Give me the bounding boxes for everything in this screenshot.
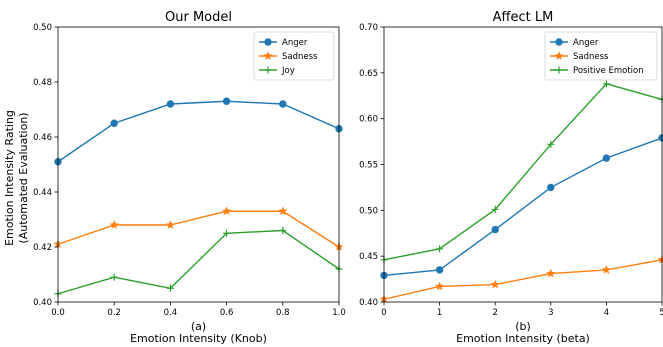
data-point-anger bbox=[602, 154, 611, 162]
series-sadness bbox=[379, 254, 663, 304]
data-point-sadness bbox=[221, 206, 232, 216]
data-point-sadness bbox=[490, 279, 500, 289]
series-sadness bbox=[53, 206, 344, 251]
data-point-sadness bbox=[109, 220, 119, 229]
legend-label-positive-emotion: Positive Emotion bbox=[573, 66, 644, 76]
series-anger bbox=[380, 134, 663, 280]
data-point-joy bbox=[279, 227, 287, 234]
data-point-anger bbox=[166, 100, 175, 108]
series-line-positive-emotion bbox=[383, 83, 663, 261]
data-point-anger bbox=[491, 225, 499, 234]
x-tick-label: 0.4 bbox=[164, 308, 178, 318]
y-tick-label: 0.44 bbox=[33, 188, 52, 198]
legend-box bbox=[253, 31, 335, 81]
x-tick-label: 3 bbox=[548, 308, 553, 318]
x-tick-label: 2 bbox=[492, 308, 497, 318]
subcaption: (b) bbox=[515, 320, 531, 333]
x-tick-label: 0 bbox=[381, 308, 386, 318]
y-tick-label: 0.55 bbox=[359, 161, 378, 171]
shared-ylabel-line1: Emotion Intensity Rating bbox=[3, 110, 16, 246]
data-point-joy bbox=[166, 284, 174, 292]
data-point-positive-emotion bbox=[491, 205, 499, 213]
chart-title: Affect LM bbox=[493, 10, 554, 25]
legend-label-anger: Anger bbox=[282, 38, 308, 48]
legend-label-sadness: Sadness bbox=[282, 52, 318, 62]
y-tick-label: 0.50 bbox=[33, 23, 52, 33]
legend-label-anger: Anger bbox=[573, 38, 599, 48]
y-tick-label: 0.42 bbox=[33, 243, 52, 253]
legend-label-joy: Joy bbox=[281, 66, 295, 76]
x-tick-label: 0.2 bbox=[107, 308, 121, 318]
series-line-sadness bbox=[57, 210, 340, 248]
series-anger bbox=[54, 97, 343, 166]
legend-marker-anger bbox=[264, 38, 272, 46]
series-line-joy bbox=[57, 229, 340, 295]
x-tick-label: 1.0 bbox=[332, 308, 346, 318]
chart-panel-affect-lm: Affect LM 0 1 2 3 4 5 0.40 0.45 0.50 0.55 0.60 0.65 0… bbox=[359, 10, 663, 345]
chart-panel-our-model: Our Model 0.0 0.2 0.4 0.6 0.8 1.0 0.40 0.42 0.44 0… bbox=[33, 10, 346, 345]
series-line-anger bbox=[57, 100, 340, 163]
x-tick-label: 5 bbox=[659, 308, 663, 318]
data-point-sadness bbox=[546, 268, 556, 278]
series-line-anger bbox=[383, 137, 663, 277]
data-point-anger bbox=[279, 100, 287, 108]
legend: Anger Sadness Positive Emotion bbox=[544, 31, 658, 81]
legend-marker-joy bbox=[264, 66, 272, 74]
x-tick-label: 0.0 bbox=[51, 308, 65, 318]
data-point-positive-emotion bbox=[547, 140, 555, 148]
data-point-sadness bbox=[601, 265, 612, 274]
series-positive-emotion bbox=[380, 80, 663, 264]
legend-marker-positive-emotion bbox=[555, 66, 563, 74]
x-tick-label: 0.6 bbox=[220, 308, 234, 318]
data-point-anger bbox=[435, 266, 444, 274]
x-axis-label: Emotion Intensity (beta) bbox=[456, 332, 590, 345]
data-point-anger bbox=[222, 97, 231, 105]
data-point-positive-emotion bbox=[602, 80, 610, 88]
x-tick-label: 4 bbox=[604, 308, 609, 318]
data-point-joy bbox=[110, 273, 118, 281]
legend-marker-anger bbox=[555, 38, 563, 46]
data-point-sadness bbox=[278, 206, 288, 216]
x-tick-label: 0.8 bbox=[276, 308, 290, 318]
data-point-sadness bbox=[165, 220, 176, 229]
y-tick-label: 0.48 bbox=[33, 78, 52, 88]
legend-marker-sadness bbox=[263, 51, 273, 60]
chart-title: Our Model bbox=[165, 10, 232, 25]
data-point-joy bbox=[223, 229, 231, 237]
x-tick-label: 1 bbox=[437, 308, 442, 318]
y-tick-label: 0.40 bbox=[359, 298, 378, 308]
series-joy bbox=[54, 227, 343, 298]
data-point-sadness bbox=[434, 281, 445, 291]
data-point-anger bbox=[547, 183, 555, 192]
legend-box bbox=[544, 31, 658, 81]
subcaption: (a) bbox=[191, 320, 206, 333]
x-axis-label: Emotion Intensity (Knob) bbox=[130, 332, 267, 345]
y-tick-label: 0.70 bbox=[359, 23, 378, 33]
series-line-sadness bbox=[383, 259, 663, 300]
y-tick-label: 0.50 bbox=[359, 206, 378, 216]
axes-frame bbox=[57, 26, 340, 303]
shared-ylabel-line2: (Automated Evaluation) bbox=[17, 112, 30, 243]
y-tick-label: 0.60 bbox=[359, 115, 378, 125]
y-tick-label: 0.40 bbox=[33, 298, 52, 308]
y-tick-label: 0.45 bbox=[359, 252, 378, 262]
legend: Anger Sadness Joy bbox=[253, 31, 335, 81]
data-point-anger bbox=[110, 119, 118, 127]
y-tick-label: 0.46 bbox=[33, 133, 52, 143]
y-tick-label: 0.65 bbox=[359, 69, 378, 79]
legend-marker-sadness bbox=[554, 51, 564, 60]
legend-label-sadness: Sadness bbox=[573, 52, 609, 62]
data-point-positive-emotion bbox=[436, 245, 444, 253]
